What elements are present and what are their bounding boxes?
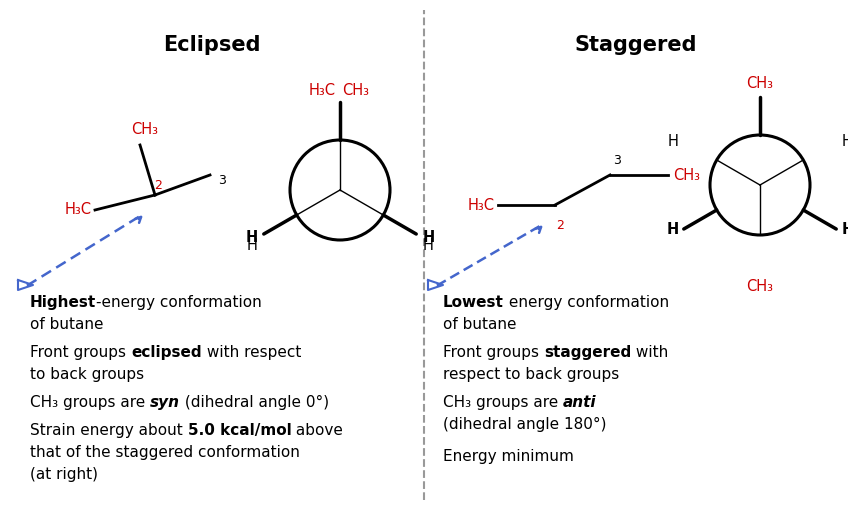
Text: (dihedral angle 0°): (dihedral angle 0°)	[180, 395, 329, 410]
Text: Staggered: Staggered	[575, 35, 697, 55]
Text: Eclipsed: Eclipsed	[164, 35, 260, 55]
Text: of butane: of butane	[30, 317, 103, 332]
Text: staggered: staggered	[544, 345, 631, 360]
Text: CH₃: CH₃	[746, 76, 773, 91]
Text: respect to back groups: respect to back groups	[443, 367, 619, 382]
Text: Front groups: Front groups	[443, 345, 544, 360]
Text: CH₃: CH₃	[673, 168, 700, 182]
Text: Highest: Highest	[30, 295, 97, 310]
Text: Lowest: Lowest	[443, 295, 504, 310]
Text: H: H	[422, 230, 434, 245]
Text: CH₃ groups are: CH₃ groups are	[30, 395, 150, 410]
Text: H: H	[247, 238, 258, 253]
Text: (at right): (at right)	[30, 467, 98, 482]
Text: H₃C: H₃C	[309, 83, 336, 98]
Text: H: H	[668, 134, 678, 149]
Text: 2: 2	[556, 219, 564, 232]
Text: energy conformation: energy conformation	[504, 295, 669, 310]
Text: Strain energy about: Strain energy about	[30, 423, 187, 438]
Text: CH₃ groups are: CH₃ groups are	[443, 395, 563, 410]
Text: H: H	[841, 134, 848, 149]
Text: 5.0 kcal/mol: 5.0 kcal/mol	[187, 423, 292, 438]
Text: CH₃: CH₃	[746, 279, 773, 294]
Text: Energy minimum: Energy minimum	[443, 449, 574, 464]
Text: Front groups: Front groups	[30, 345, 131, 360]
Text: with: with	[631, 345, 668, 360]
Text: to back groups: to back groups	[30, 367, 144, 382]
Text: H₃C: H₃C	[468, 197, 495, 212]
Text: H₃C: H₃C	[65, 203, 92, 217]
Text: H: H	[246, 230, 258, 245]
Text: of butane: of butane	[443, 317, 516, 332]
Text: that of the staggered conformation: that of the staggered conformation	[30, 445, 300, 460]
Text: -energy conformation: -energy conformation	[97, 295, 262, 310]
Text: (dihedral angle 180°): (dihedral angle 180°)	[443, 417, 606, 432]
Text: H: H	[667, 222, 678, 236]
Text: CH₃: CH₃	[342, 83, 369, 98]
Text: above: above	[292, 423, 343, 438]
Text: CH₃: CH₃	[131, 122, 159, 137]
Text: H: H	[841, 222, 848, 236]
Text: with respect: with respect	[202, 345, 301, 360]
Text: syn: syn	[150, 395, 180, 410]
Text: 3: 3	[218, 174, 226, 187]
Text: anti: anti	[563, 395, 597, 410]
Text: 2: 2	[154, 179, 162, 192]
Text: 3: 3	[613, 154, 621, 167]
Text: H: H	[422, 238, 433, 253]
Text: eclipsed: eclipsed	[131, 345, 202, 360]
